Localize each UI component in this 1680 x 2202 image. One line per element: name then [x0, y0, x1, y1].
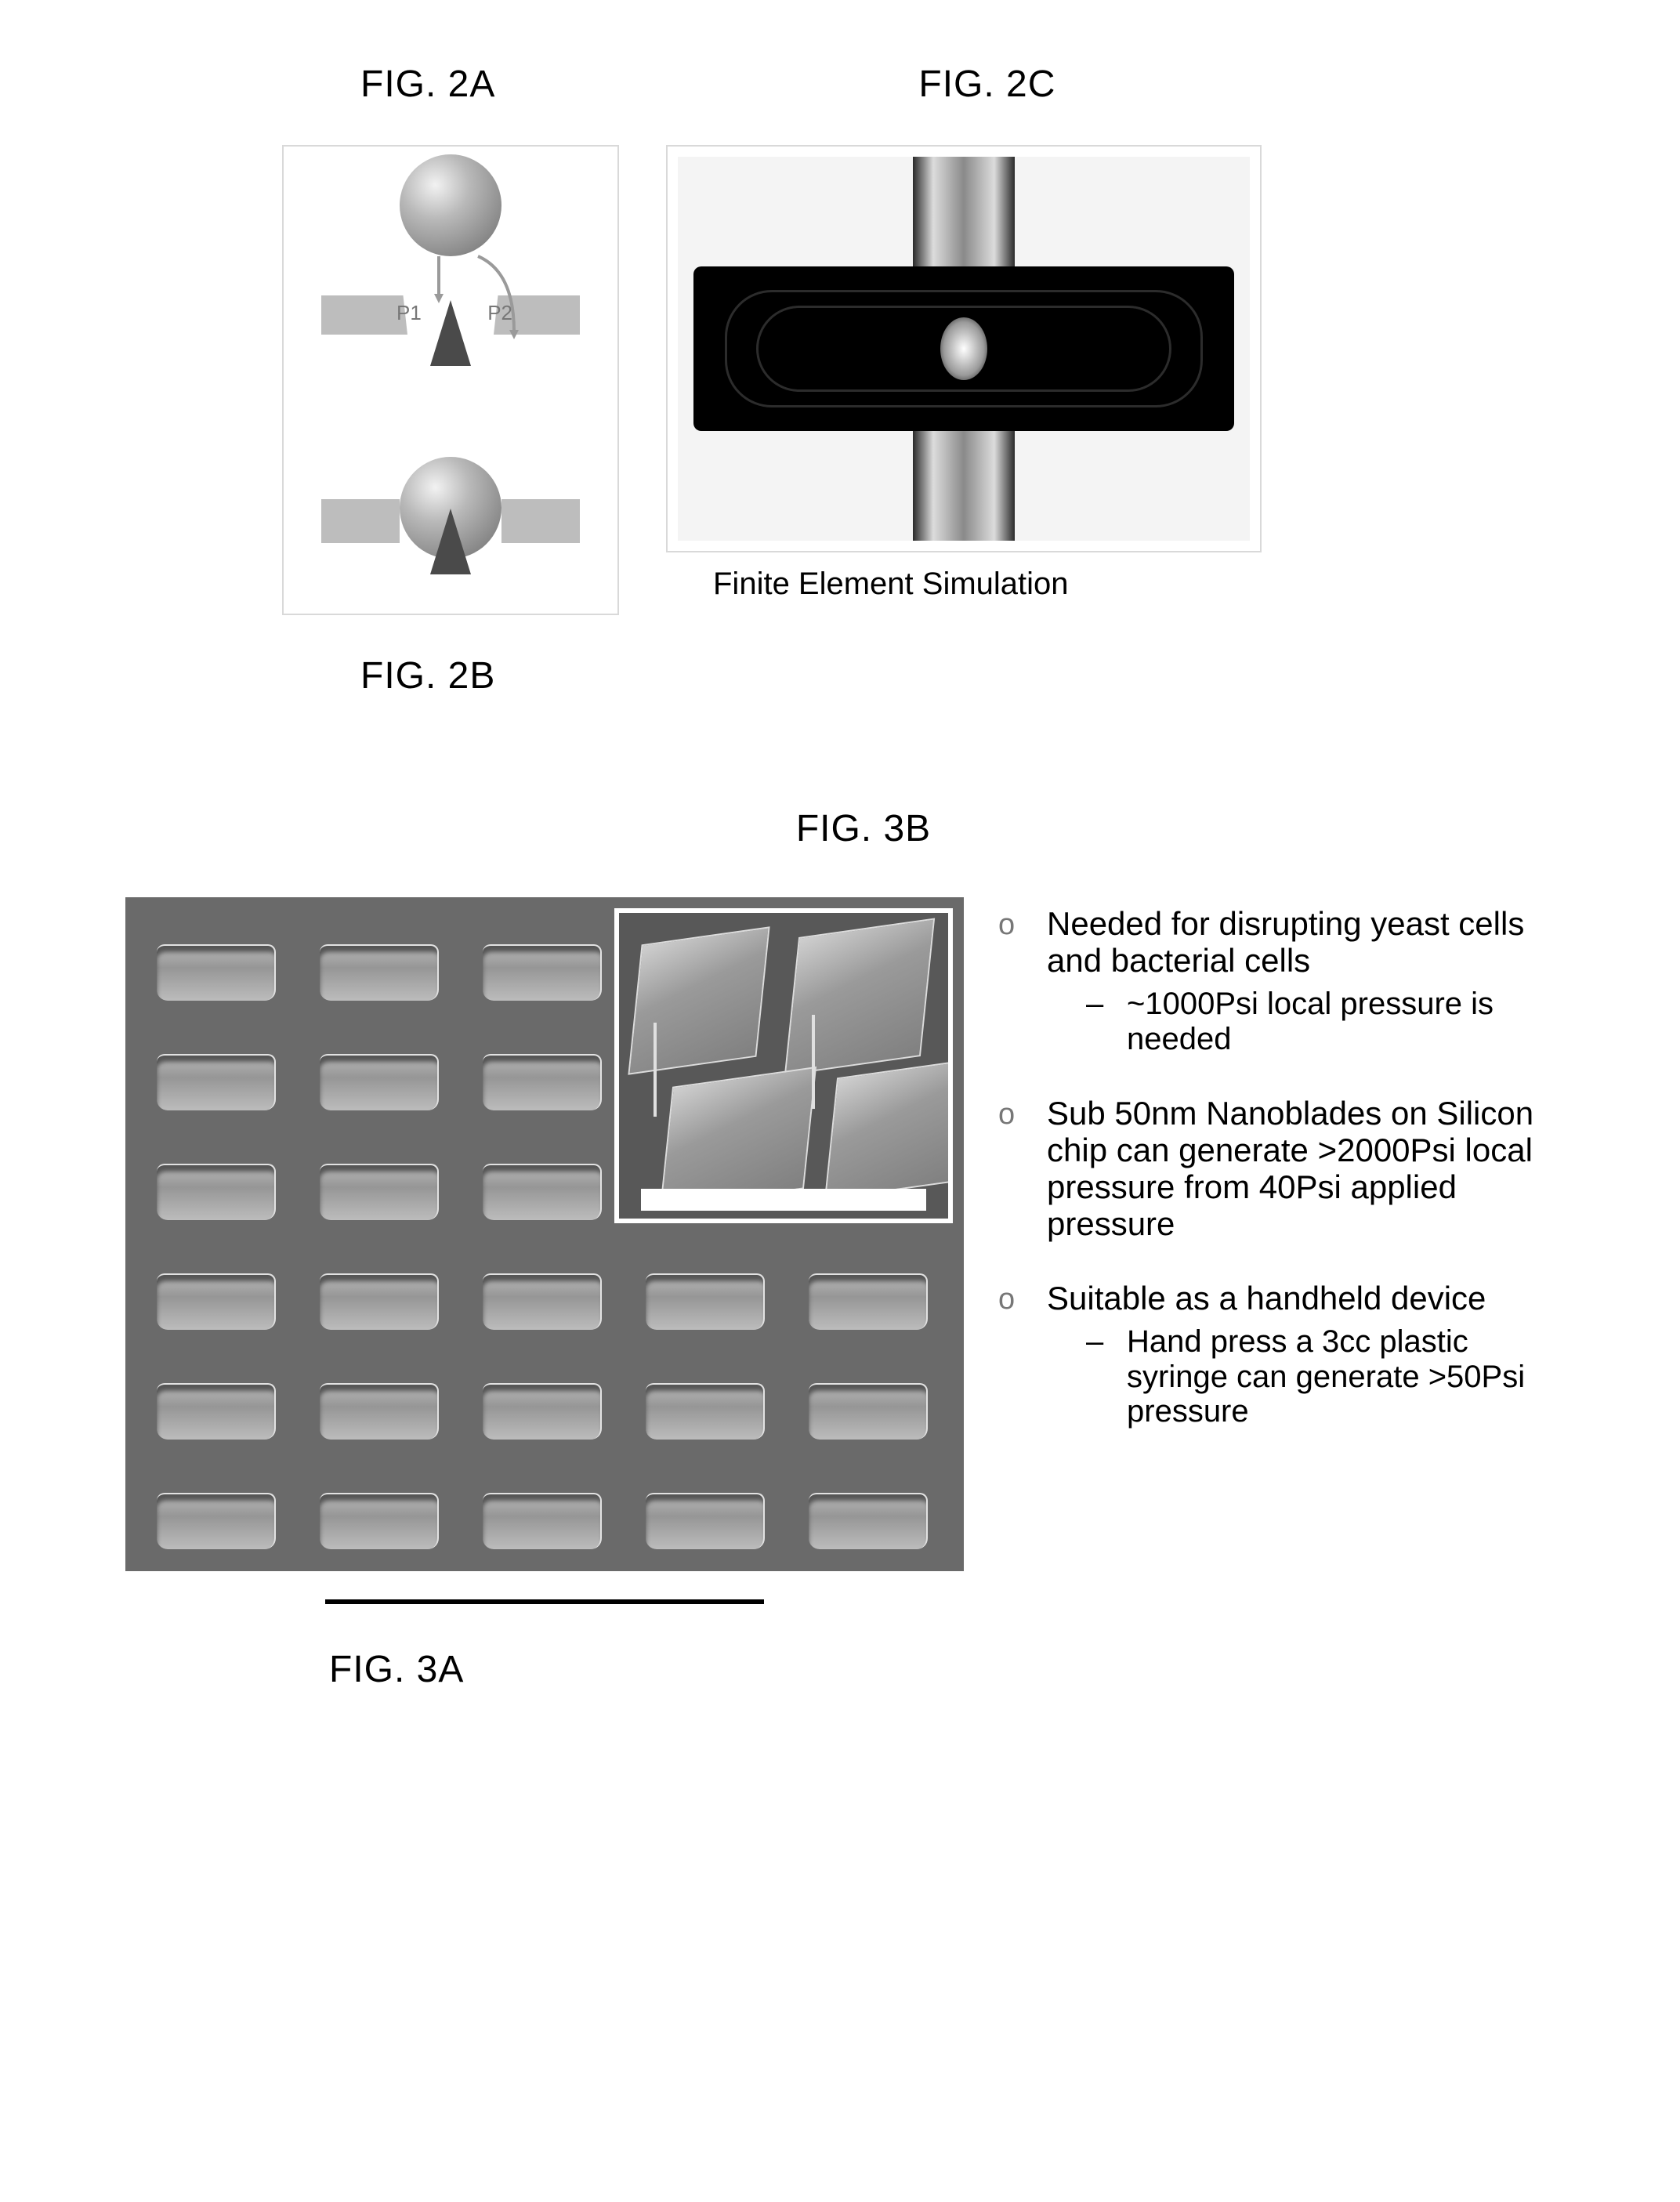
- label-row-fig2b: FIG. 2B: [125, 654, 1555, 697]
- bullet-text: Suitable as a handheld device – Hand pre…: [1047, 1280, 1555, 1429]
- page-root: FIG. 2A FIG. 2C P1 P2: [0, 0, 1680, 2202]
- fig3-sem-inset: [614, 908, 953, 1223]
- sem-bar: [157, 1054, 276, 1110]
- sub-bullet-text: ~1000Psi local pressure is needed: [1127, 987, 1555, 1057]
- top-panels-row: P1 P2: [125, 145, 1555, 615]
- sem-bar: [320, 1383, 439, 1440]
- sem-bar: [809, 1383, 928, 1440]
- fig2a-upper-frame: P1 P2: [321, 170, 580, 366]
- sem-bar: [157, 1273, 276, 1330]
- sem-row: [125, 1273, 964, 1338]
- sem-bar: [483, 1383, 602, 1440]
- sub-bullet-marker-icon: –: [1086, 987, 1110, 1022]
- inset-block: [628, 926, 769, 1074]
- panel-fig2c: [666, 145, 1262, 552]
- caption-fig2c: Finite Element Simulation: [666, 567, 1069, 602]
- bullet-item: o Suitable as a handheld device – Hand p…: [998, 1280, 1555, 1429]
- panel-fig2a: P1 P2: [282, 145, 619, 615]
- label-fig3b: FIG. 3B: [172, 807, 1555, 850]
- sub-bullet-item: – Hand press a 3cc plastic syringe can g…: [1047, 1324, 1555, 1429]
- sem-bar: [320, 1493, 439, 1549]
- sem-bar: [809, 1273, 928, 1330]
- sub-bullet-marker-icon: –: [1086, 1324, 1110, 1360]
- bullet-marker-icon: o: [998, 1280, 1026, 1316]
- sem-bar: [646, 1493, 765, 1549]
- label-row-fig3a: FIG. 3A: [125, 1648, 464, 1691]
- fig2a-spike-bottom: [430, 509, 471, 574]
- sem-bar: [320, 1273, 439, 1330]
- bullet-item: o Sub 50nm Nanoblades on Silicon chip ca…: [998, 1095, 1555, 1242]
- label-fig2a: FIG. 2A: [360, 63, 495, 106]
- label-fig2c: FIG. 2C: [918, 63, 1055, 106]
- fig3-scalebar-line: [325, 1599, 764, 1604]
- sem-bar: [157, 1383, 276, 1440]
- top-label-row: FIG. 2A FIG. 2C: [125, 63, 1555, 106]
- sem-bar: [646, 1273, 765, 1330]
- inset-scalebar: [641, 1189, 926, 1211]
- label-row-fig3b: FIG. 3B: [125, 807, 1555, 850]
- sub-bullet-text: Hand press a 3cc plastic syringe can gen…: [1127, 1324, 1555, 1429]
- sem-bar: [646, 1383, 765, 1440]
- bullet-text-span: Suitable as a handheld device: [1047, 1280, 1486, 1316]
- sem-bar: [320, 1164, 439, 1220]
- label-fig2b: FIG. 2B: [360, 654, 1555, 697]
- bullet-item: o Needed for disrupting yeast cells and …: [998, 905, 1555, 1057]
- bullet-text-span: Needed for disrupting yeast cells and ba…: [1047, 905, 1524, 979]
- sem-bar: [483, 1164, 602, 1220]
- bullet-text-span: Sub 50nm Nanoblades on Silicon chip can …: [1047, 1095, 1533, 1242]
- label-fig3a: FIG. 3A: [329, 1648, 464, 1691]
- bullet-marker-icon: o: [998, 905, 1026, 942]
- sem-row: [125, 1493, 964, 1557]
- sub-bullet-item: – ~1000Psi local pressure is needed: [1047, 987, 1555, 1057]
- sem-bar: [483, 1273, 602, 1330]
- inset-nanoblade-pin: [654, 1023, 657, 1117]
- fig2c-simulation-image: [678, 157, 1250, 541]
- panel-fig2c-wrap: Finite Element Simulation: [666, 145, 1262, 602]
- fig2a-flow-arrows-icon: [321, 170, 580, 366]
- inset-block: [660, 1067, 816, 1209]
- fig2c-vortex-core: [940, 317, 987, 380]
- sem-bar: [157, 1164, 276, 1220]
- sem-row: [125, 1383, 964, 1447]
- sem-bar: [157, 1493, 276, 1549]
- fig3-row: FIG. 3A o Needed for disrupting yeast ce…: [125, 897, 1555, 1691]
- inset-block: [784, 918, 935, 1075]
- fig2a-bar-right: [501, 499, 580, 543]
- sem-bar: [320, 1054, 439, 1110]
- sem-bar: [809, 1493, 928, 1549]
- inset-block: [824, 1059, 953, 1200]
- sem-bar: [483, 944, 602, 1001]
- sem-bar: [157, 944, 276, 1001]
- sem-bar: [483, 1493, 602, 1549]
- fig3-bullet-list: o Needed for disrupting yeast cells and …: [998, 897, 1555, 1467]
- fig2a-bar-left: [321, 499, 400, 543]
- sem-bar: [483, 1054, 602, 1110]
- fig3-sem-image: [125, 897, 964, 1571]
- bullet-text: Needed for disrupting yeast cells and ba…: [1047, 905, 1555, 1057]
- bullet-text: Sub 50nm Nanoblades on Silicon chip can …: [1047, 1095, 1555, 1242]
- fig2a-lower-frame: [321, 457, 580, 590]
- inset-nanoblade-pin: [812, 1015, 815, 1109]
- bullet-marker-icon: o: [998, 1095, 1026, 1132]
- sem-bar: [320, 944, 439, 1001]
- fig3-sem-column: FIG. 3A: [125, 897, 964, 1691]
